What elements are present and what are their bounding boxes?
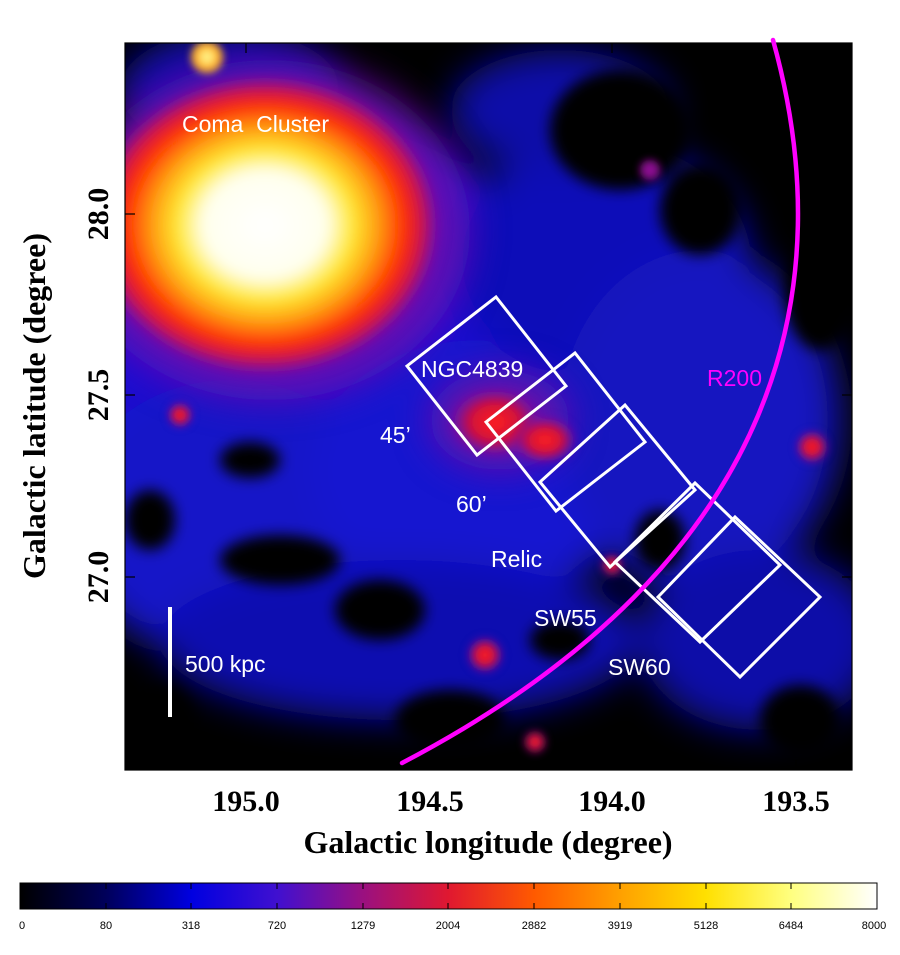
- colorbar-tick-label: 0: [19, 920, 25, 932]
- x-tick-label: 195.0: [212, 785, 280, 818]
- label-ngc4839: NGC4839: [421, 356, 523, 382]
- field-box-60: [537, 402, 698, 570]
- label-scale-bar: 500 kpc: [185, 651, 266, 677]
- label-relic: Relic: [491, 546, 542, 572]
- y-axis-title: Galactic latitude (degree): [16, 233, 52, 579]
- y-tick-label: 28.0: [82, 188, 115, 241]
- x-tick-label: 194.0: [578, 785, 646, 818]
- label-sw60: SW60: [608, 654, 671, 680]
- colorbar-tick-label: 318: [182, 920, 200, 932]
- xray-image: [125, 43, 852, 770]
- r200-arc: [399, 37, 801, 766]
- colorbar-ticks: [105, 883, 792, 909]
- colorbar-tick-label: 2004: [436, 920, 460, 932]
- x-axis-title: Galactic longitude (degree): [303, 824, 672, 860]
- field-box-relic: [612, 480, 783, 645]
- y-tick-label: 27.0: [82, 551, 115, 604]
- colorbar-tick-label: 80: [100, 920, 112, 932]
- colorbar-tick-label: 720: [268, 920, 286, 932]
- x-tick-label: 193.5: [762, 785, 830, 818]
- colorbar-tick-label: 1279: [351, 920, 375, 932]
- label-r200: R200: [707, 365, 762, 391]
- plot-frame: [124, 42, 853, 771]
- x-tick-label: 194.5: [396, 785, 464, 818]
- label-sw55: SW55: [534, 605, 597, 631]
- y-tick-label: 27.5: [82, 369, 115, 422]
- label-60: 60’: [456, 491, 487, 517]
- colorbar-tick-label: 5128: [694, 920, 718, 932]
- axis-ticks: [125, 43, 852, 770]
- colorbar-tick-label: 6484: [779, 920, 803, 932]
- colorbar-tick-label: 8000: [862, 920, 886, 932]
- label-coma-cluster: Coma Cluster: [182, 111, 329, 137]
- colorbar-tick-label: 2882: [522, 920, 546, 932]
- field-box-45: [483, 350, 648, 514]
- field-boxes: [404, 294, 823, 680]
- colorbar-tick-label: 3919: [608, 920, 632, 932]
- field-box-ngc4839: [404, 294, 569, 458]
- label-45: 45’: [380, 422, 411, 448]
- field-box-sw55: [655, 514, 823, 680]
